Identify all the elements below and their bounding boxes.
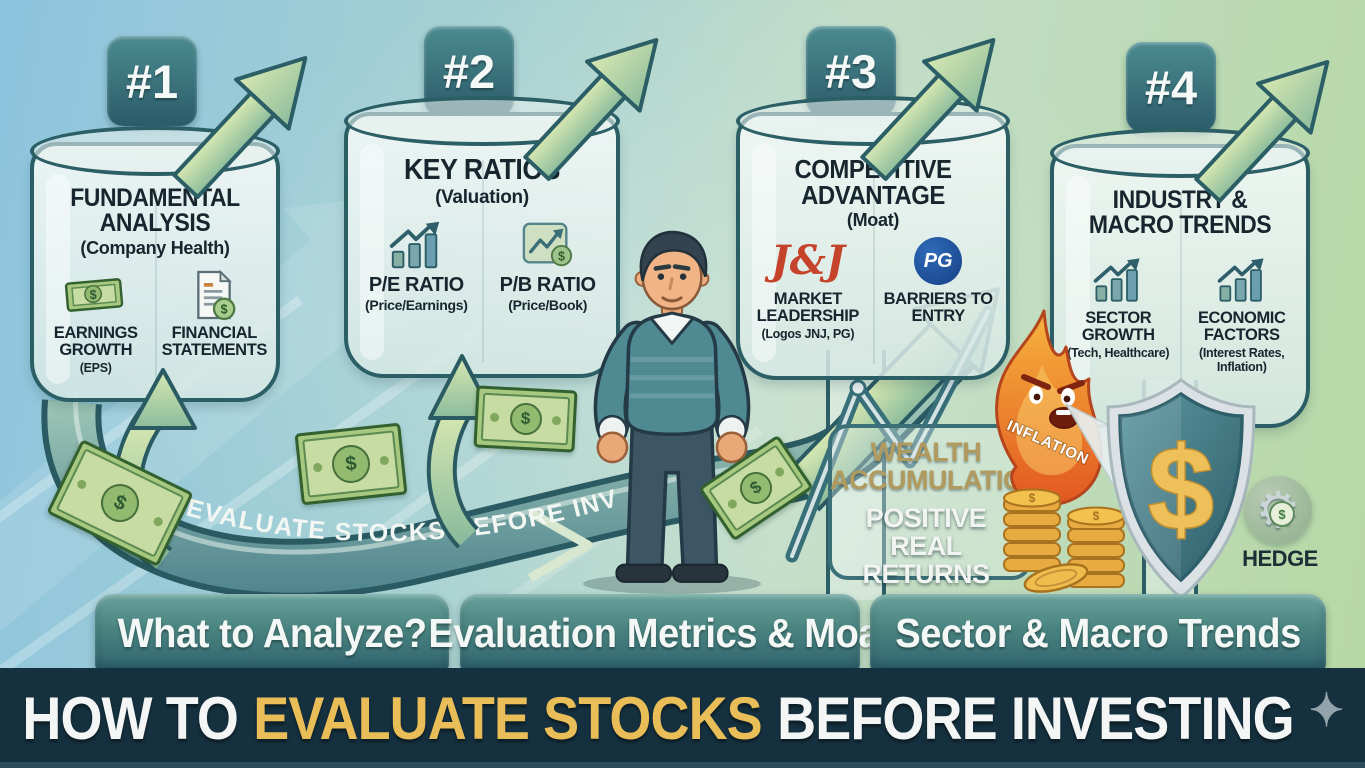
step4-badge: #4 (1126, 42, 1216, 132)
step1-badge: #1 (107, 36, 197, 126)
fist-left (596, 431, 629, 464)
leaning-coin (1023, 563, 1089, 593)
chart-dollar-icon: $ (521, 217, 575, 273)
svg-text:$: $ (558, 249, 565, 263)
title-part2: BEFORE INVESTING (777, 684, 1295, 752)
shield-dollar: $ (1148, 423, 1214, 555)
step4-item2-label: ECONOMIC FACTORS (1197, 309, 1286, 344)
sweater (624, 313, 720, 437)
eyebrows (653, 264, 691, 271)
collar (649, 311, 695, 345)
step1-item2-label: FINANCIAL STATEMENTS (161, 324, 268, 359)
money-bill-icon: $ (64, 267, 127, 323)
tab-sector-macro: Sector & Macro Trends (870, 594, 1326, 672)
step1-item-statements: $ FINANCIAL STATEMENTS (157, 267, 271, 361)
hedge-gear-badge: ⚙ $ (1244, 476, 1312, 544)
step4-item1-sub: (Tech, Healthcare) (1067, 345, 1170, 360)
title-part1: HOW TO (22, 684, 238, 752)
step3-item-barriers: PG BARRIERS TO ENTRY (876, 233, 1001, 327)
investor-character (583, 230, 761, 594)
shield-inner (1118, 391, 1244, 583)
step1-item1-sub: (EPS) (79, 360, 112, 375)
jnj-logo: J&J (770, 237, 845, 284)
step2-item-pb: $ P/B RATIO (Price/Book) (485, 217, 611, 313)
step3-item-leadership: J&J MARKET LEADERSHIP (Logos JNJ, PG) (745, 233, 870, 341)
shoe-left (615, 563, 672, 583)
sparkle-icon: ✦ (1308, 684, 1344, 736)
step1-item1-label: EARNINGS GROWTH (53, 324, 138, 359)
wealth-heading: WEALTH ACCUMULATION (830, 437, 1043, 496)
jar-divider (155, 190, 157, 386)
bar-chart-icon (1215, 252, 1269, 308)
tab-label: What to Analyze? (117, 609, 427, 656)
pg-logo: PG (914, 233, 963, 289)
wealth-panel (828, 424, 1032, 580)
bar-chart-icon (1091, 252, 1145, 308)
title-highlight: EVALUATE STOCKS (253, 684, 762, 752)
fist-right (715, 431, 748, 464)
hedge-label: HEDGE (1242, 546, 1318, 571)
step3-item1-sub: (Logos JNJ, PG) (761, 326, 855, 341)
shoe-right (672, 563, 729, 583)
step2-card: KEY RATIOS (Valuation) P/E RATIO (P (344, 96, 620, 378)
svg-text:$: $ (1093, 509, 1100, 523)
step4-title: INDUSTRY & MACRO TRENDS (1088, 186, 1272, 239)
step3-item1-label: MARKET LEADERSHIP (756, 290, 860, 325)
title-bar: HOW TO EVALUATE STOCKS BEFORE INVESTING … (0, 668, 1365, 768)
step2-subtitle: (Valuation) (435, 187, 529, 208)
tab-label: Evaluation Metrics & Moat (428, 609, 892, 656)
tab-evaluation-metrics: Evaluation Metrics & Moat (429, 594, 892, 672)
eye-left (657, 273, 665, 280)
inflation-flame-monster: INFLATION (995, 309, 1103, 507)
step2-item2-label: P/B RATIO (499, 274, 596, 296)
wealth-accumulation-text: WEALTH ACCUMULATION POSITIVE REAL RETURN… (830, 437, 1043, 590)
eye-right (679, 273, 687, 280)
tab-what-to-analyze: What to Analyze? (95, 594, 449, 672)
svg-text:$: $ (89, 288, 96, 302)
step1-item-earnings: $ EARNINGS GROWTH (EPS) (39, 267, 153, 375)
mouth (661, 296, 683, 303)
bar-chart-icon (387, 217, 445, 273)
svg-text:$: $ (221, 301, 228, 316)
flame-brows (1021, 374, 1085, 394)
step1-title: FUNDAMENTAL ANALYSIS (70, 184, 240, 237)
step4-item2-sub: (Interest Rates, Inflation) (1198, 345, 1285, 374)
tab-label: Sector & Macro Trends (895, 609, 1301, 656)
step1-card: FUNDAMENTAL ANALYSIS (Company Health) $ … (30, 126, 280, 402)
ribbon-chevron (527, 508, 593, 582)
main-title: HOW TO EVALUATE STOCKS BEFORE INVESTING … (22, 684, 1343, 753)
step2-item-pe: P/E RATIO (Price/Earnings) (353, 217, 479, 313)
financial-statements-icon: $ (191, 267, 237, 323)
jar-divider (873, 160, 875, 364)
nose (668, 277, 674, 291)
jar-divider (1180, 192, 1182, 412)
wealth-subheading: POSITIVE REAL RETURNS (862, 502, 990, 590)
jar-divider (482, 160, 484, 362)
step2-item1-label: P/E RATIO (368, 274, 464, 296)
step1-subtitle: (Company Health) (80, 238, 230, 258)
step2-item1-sub: (Price/Earnings) (365, 297, 468, 314)
hair (639, 230, 708, 281)
svg-text:$: $ (1029, 491, 1036, 505)
gold-coin-stacks: $ $ (1003, 488, 1125, 593)
step4-item-sector: SECTOR GROWTH (Tech, Healthcare) (1059, 252, 1177, 360)
step4-item1-label: SECTOR GROWTH (1081, 309, 1155, 344)
step3-title: COMPETITIVE ADVANTAGE (794, 156, 952, 210)
step2-item2-sub: (Price/Book) (508, 297, 588, 314)
dollar-shield: $ (1106, 378, 1256, 601)
step3-item2-label: BARRIERS TO ENTRY (883, 290, 993, 325)
gear-dollar-icon: $ (1269, 501, 1295, 527)
step4-item-economic: ECONOMIC FACTORS (Interest Rates, Inflat… (1183, 252, 1301, 374)
step3-subtitle: (Moat) (846, 210, 900, 230)
